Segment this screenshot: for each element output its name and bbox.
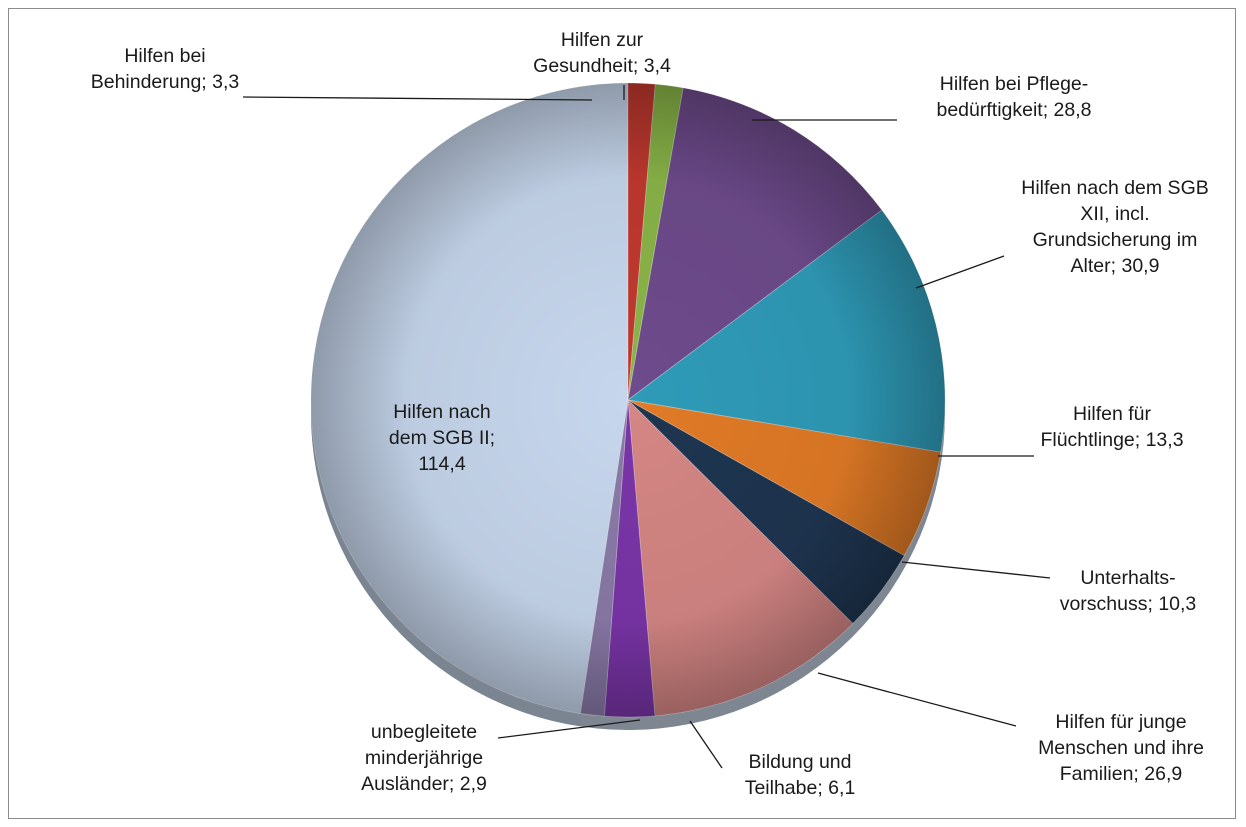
pie-shading [311,83,945,717]
data-labels: Hilfen nach dem SGB II; 114,4 Hilfen bei Beh… [91,29,1209,799]
data-label: Hilfen bei Pflege-bedürftigkeit; 28,8 [936,73,1091,121]
leader-line [497,719,641,739]
leader-line [689,720,723,769]
leader-line [915,255,1005,289]
leader-lines [242,85,1051,769]
pie-slices [310,82,946,718]
data-label: Unterhalts-vorschuss; 10,3 [1060,567,1197,615]
pie-slice-side [311,400,581,727]
data-label: Hilfen bei Behinderung; 3,3 [91,45,240,93]
leader-line [901,561,1051,579]
data-label: unbegleitete minderjährige Ausländer; 2,9 [361,721,487,795]
data-label: Hilfen nach dem SGB XII, incl. Grundsicher… [1021,177,1209,277]
leader-line [242,96,593,101]
data-label: Hilfen nach dem SGB II; 114,4 [389,401,495,475]
leader-line [817,672,1017,727]
data-label: Hilfen für Flüchtlinge; 13,3 [1040,403,1183,451]
data-label: Hilfen zur Gesundheit; 3,4 [533,29,671,77]
data-label: Hilfen für junge Menschen und ihre Familie… [1038,711,1204,785]
data-label: Bildung und Teilhabe; 6,1 [745,751,856,799]
